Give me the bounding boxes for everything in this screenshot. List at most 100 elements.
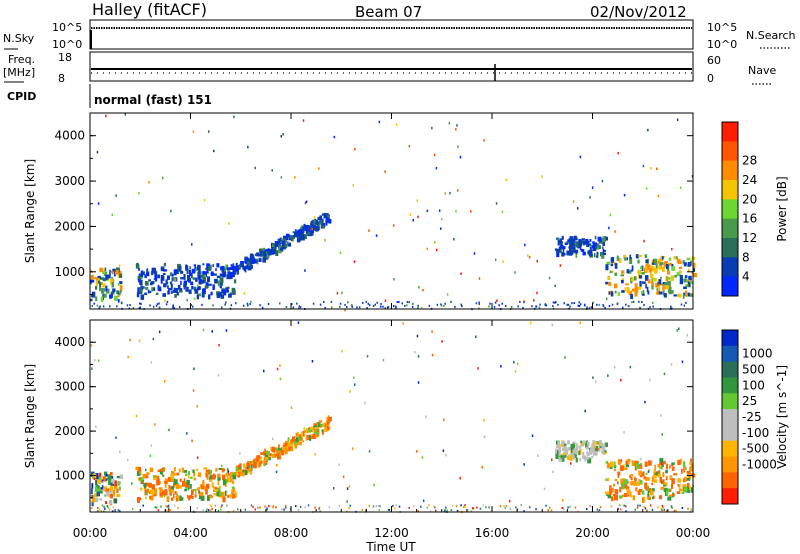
echo-cell <box>159 488 162 493</box>
scatter-cell <box>196 456 199 459</box>
echo-cell <box>111 476 114 479</box>
colorbar-tick-label: -25 <box>742 410 762 424</box>
scatter-cell <box>456 189 459 192</box>
scatter-cell <box>364 401 366 405</box>
near-range-cell <box>169 509 171 511</box>
scatter-cell <box>150 444 153 447</box>
near-range-cell <box>420 505 422 508</box>
near-range-cell <box>670 305 672 308</box>
echo-cell <box>109 269 111 276</box>
echo-cell <box>642 281 646 284</box>
echo-cell <box>690 260 693 266</box>
echo-cell <box>567 447 571 451</box>
near-range-cell <box>91 507 93 510</box>
echo-cell <box>610 461 614 468</box>
echo-cell <box>677 478 682 483</box>
echo-cell <box>633 276 637 281</box>
echo-cell <box>205 267 209 270</box>
echo-cell <box>110 291 115 295</box>
echo-cell <box>189 272 193 276</box>
echo-cell <box>263 252 268 256</box>
echo-cell <box>250 258 253 265</box>
echo-cell <box>174 269 178 274</box>
echo-cell <box>191 286 194 290</box>
echo-cell <box>150 489 153 494</box>
echo-cell <box>104 494 106 497</box>
echo-cell <box>163 283 167 288</box>
scatter-cell <box>579 321 581 324</box>
scatter-cell <box>562 499 564 502</box>
echo-cell <box>645 259 649 264</box>
echo-cell <box>613 483 615 487</box>
colorbar-swatch <box>722 345 738 363</box>
echo-cell <box>198 494 201 500</box>
echo-cell <box>639 266 643 270</box>
echo-cell <box>592 245 596 248</box>
echo-cell <box>245 261 249 265</box>
echo-cell <box>614 263 618 269</box>
echo-cell <box>154 488 157 494</box>
echo-cell <box>692 266 695 272</box>
near-range-cell <box>267 303 270 305</box>
near-range-cell <box>652 305 654 308</box>
scatter-cell <box>135 414 138 418</box>
scatter-cell <box>221 464 223 468</box>
echo-cell <box>686 477 691 481</box>
near-range-cell <box>212 304 214 307</box>
echo-cell <box>163 263 166 267</box>
echo-cell <box>221 474 226 481</box>
near-range-cell <box>210 506 213 508</box>
near-range-cell <box>298 305 301 308</box>
scatter-cell <box>426 247 428 251</box>
near-range-cell <box>173 504 176 507</box>
echo-cell <box>581 239 584 243</box>
echo-cell <box>646 286 649 293</box>
station-title: Halley (fitACF) <box>92 0 207 19</box>
near-range-cell <box>107 506 109 509</box>
echo-cell <box>620 465 624 471</box>
near-range-cell <box>503 505 505 507</box>
echo-cell <box>594 235 597 240</box>
echo-cell <box>324 219 327 224</box>
echo-cell <box>558 246 561 252</box>
echo-cell <box>100 277 104 280</box>
echo-cell <box>571 451 574 457</box>
near-range-cell <box>616 303 618 306</box>
echo-cell <box>255 261 259 264</box>
echo-cell <box>642 497 645 503</box>
echo-cell <box>679 278 683 285</box>
echo-cell <box>299 228 303 234</box>
echo-cell <box>138 273 141 278</box>
echo-cell <box>290 235 294 242</box>
near-range-cell <box>160 505 162 508</box>
near-range-cell <box>358 306 361 309</box>
near-range-cell <box>625 505 627 508</box>
echo-cell <box>205 272 208 278</box>
echo-cell <box>580 440 583 444</box>
echo-cell <box>626 458 631 462</box>
echo-cell <box>562 248 565 254</box>
near-range-cell <box>610 505 613 508</box>
echo-cell <box>673 294 678 297</box>
scatter-cell <box>449 191 451 195</box>
scatter-cell <box>523 299 525 303</box>
near-range-cell <box>628 305 630 307</box>
near-range-cell <box>598 509 601 512</box>
echo-cell <box>100 487 103 490</box>
echo-cell <box>566 250 569 256</box>
near-range-cell <box>167 507 170 510</box>
echo-cell <box>601 446 606 453</box>
echo-cell <box>609 485 612 491</box>
echo-cell <box>144 274 147 279</box>
echo-cell <box>659 462 663 466</box>
near-range-cell <box>641 301 643 303</box>
echo-cell <box>317 427 320 432</box>
echo-cell <box>172 290 177 293</box>
echo-cell <box>95 473 99 479</box>
scatter-cell <box>333 487 335 490</box>
echo-cell <box>240 261 244 266</box>
echo-cell <box>166 496 170 502</box>
echo-cell <box>563 443 567 446</box>
near-range-cell <box>544 303 547 306</box>
echo-cell <box>323 212 326 219</box>
